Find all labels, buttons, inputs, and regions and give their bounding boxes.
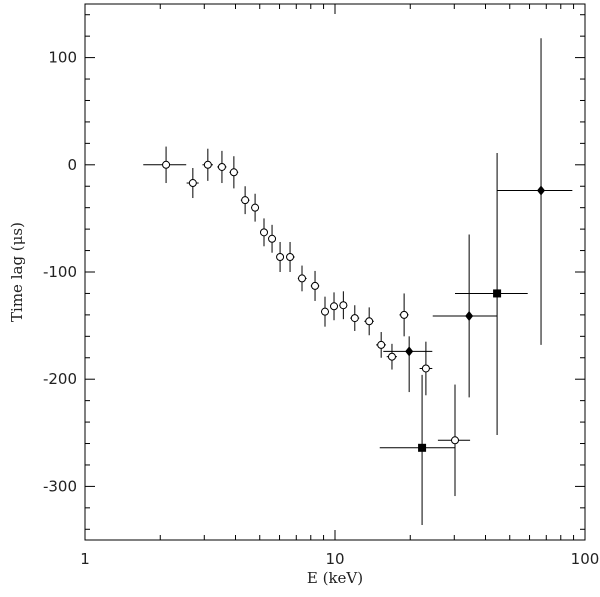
point <box>405 346 414 357</box>
point <box>162 160 171 169</box>
point <box>217 162 226 171</box>
point <box>229 168 238 177</box>
y-tick-label: -100 <box>43 263 77 281</box>
point <box>268 234 277 243</box>
point <box>365 317 374 326</box>
y-tick-label: 100 <box>48 49 77 67</box>
point <box>286 252 295 261</box>
point <box>330 302 339 311</box>
point <box>203 160 212 169</box>
point <box>421 364 430 373</box>
point <box>320 307 329 316</box>
point <box>260 228 269 237</box>
point <box>311 281 320 290</box>
point <box>387 352 396 361</box>
y-tick-label: -200 <box>43 370 77 388</box>
point <box>350 314 359 323</box>
x-tick-label: 1 <box>80 550 90 568</box>
point <box>339 301 348 310</box>
point <box>251 203 260 212</box>
point <box>451 436 460 445</box>
point <box>400 310 409 319</box>
point <box>418 443 427 452</box>
y-tick-label: 0 <box>67 156 77 174</box>
point <box>377 340 386 349</box>
y-tick-label: -300 <box>43 477 77 495</box>
x-axis-label: E (keV) <box>307 569 363 587</box>
point <box>276 252 285 261</box>
point <box>493 289 502 298</box>
point <box>241 196 250 205</box>
point <box>537 185 546 196</box>
y-axis-label: Time lag (μs) <box>8 222 26 322</box>
x-tick-label: 100 <box>571 550 600 568</box>
plot-frame <box>84 3 586 541</box>
point <box>298 274 307 283</box>
x-tick-label: 10 <box>325 550 344 568</box>
point <box>188 179 197 188</box>
point <box>465 310 474 321</box>
